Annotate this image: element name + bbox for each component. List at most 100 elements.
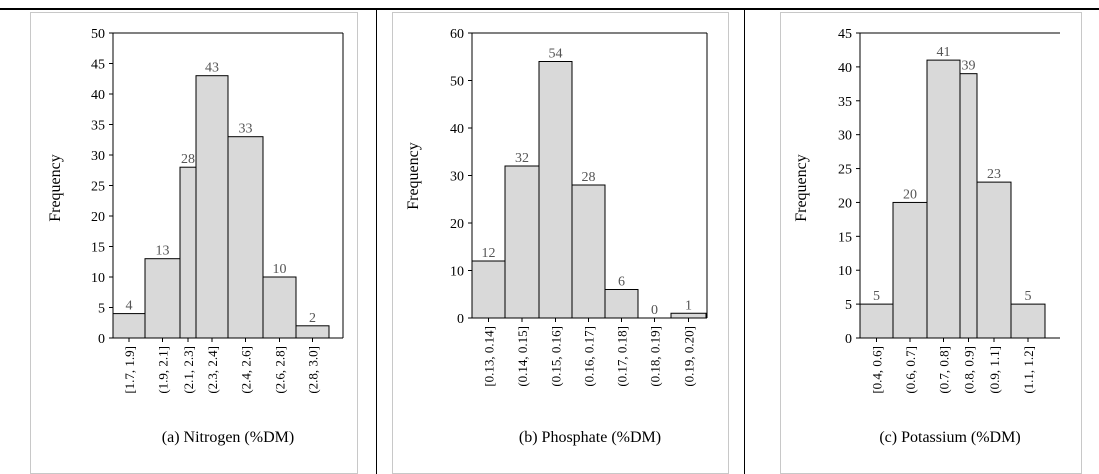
x-category-label: (0.7, 0.8] [937, 346, 952, 394]
y-tick-label: 30 [838, 129, 852, 144]
chart-caption: (a) Nitrogen (%DM) [162, 429, 294, 446]
histogram-bar [859, 303, 894, 339]
panel-divider-2 [744, 8, 745, 474]
y-tick-label: 30 [91, 149, 105, 164]
y-tick-label: 60 [450, 27, 464, 42]
bar-value-label: 10 [273, 262, 287, 277]
y-tick-label: 45 [91, 58, 105, 73]
y-tick-label: 20 [450, 217, 464, 232]
y-tick-label: 5 [845, 298, 852, 313]
bar-value-label: 43 [205, 61, 219, 76]
y-tick-label: 35 [838, 95, 852, 110]
y-tick-label: 40 [450, 122, 464, 137]
y-tick-label: 40 [91, 88, 105, 103]
bar-value-label: 5 [873, 289, 880, 304]
x-category-label: (0.17, 0.18] [615, 326, 630, 387]
y-tick-label: 0 [457, 312, 464, 327]
histogram-bar [538, 61, 573, 319]
histogram-bar [926, 59, 961, 339]
histogram-bar [112, 313, 146, 339]
bar-value-label: 39 [962, 59, 976, 74]
y-tick-label: 45 [838, 27, 852, 42]
bar-value-label: 6 [618, 275, 625, 290]
x-category-label: (2.1, 2.3] [181, 346, 196, 394]
bar-value-label: 41 [937, 45, 951, 60]
histogram-bar [295, 325, 330, 339]
x-category-label: [1.7, 1.9] [122, 346, 137, 394]
histogram-bar [504, 165, 540, 319]
histogram-bar [604, 289, 639, 319]
x-category-label: (1.1, 1.2] [1021, 346, 1036, 394]
bar-value-label: 28 [181, 152, 195, 167]
y-tick-label: 10 [91, 271, 105, 286]
histogram-bar [571, 184, 606, 319]
x-category-label: [0.4, 0.6] [870, 346, 885, 394]
bar-value-label: 0 [651, 303, 658, 318]
bar-value-label: 23 [987, 167, 1001, 182]
histogram-bar [195, 75, 229, 339]
x-category-label: (0.18, 0.19] [648, 326, 663, 387]
bar-value-label: 2 [309, 311, 316, 326]
y-axis-title: Frequency [793, 154, 810, 222]
y-tick-label: 15 [91, 241, 105, 256]
bar-value-label: 54 [549, 47, 563, 62]
chart-potassium: 0 5 10 15 20 25 30 35 40 45 5 [0.4, 0.6] 20 (0.6, 0.7… [793, 27, 1060, 446]
y-tick-label: 0 [98, 332, 105, 347]
y-tick-label: 25 [91, 180, 105, 195]
y-axis-title: Frequency [47, 154, 64, 222]
top-border-line [0, 8, 1099, 10]
bar-value-label: 13 [156, 244, 170, 259]
x-category-label: (0.9, 1.1] [987, 346, 1002, 394]
bar-value-label: 12 [482, 246, 496, 261]
bar-value-label: 28 [582, 170, 596, 185]
x-category-label: (0.8, 0.9] [962, 346, 977, 394]
panel-divider-1 [376, 8, 377, 474]
x-category-label: (1.9, 2.1] [156, 346, 171, 394]
y-tick-label: 0 [845, 332, 852, 347]
chart-caption: (c) Potassium (%DM) [879, 429, 1020, 446]
y-axis-title: Frequency [405, 142, 422, 210]
histogram-bar [976, 181, 1012, 339]
y-tick-label: 50 [91, 27, 105, 42]
x-category-label: (0.19, 0.20] [682, 326, 697, 387]
histogram-bar [1010, 303, 1046, 339]
histogram-bar [670, 312, 707, 319]
x-category-label: (2.6, 2.8] [273, 346, 288, 394]
histogram-bar [892, 201, 928, 339]
x-category-label: (0.6, 0.7] [903, 346, 918, 394]
y-tick-label: 5 [98, 302, 105, 317]
bar-value-label: 32 [515, 151, 529, 166]
chart-nitrogen: 0 5 10 15 20 25 30 35 40 45 50 4 [1.7, 1.9] 13 (1.9, 2… [47, 27, 344, 446]
y-tick-label: 20 [91, 210, 105, 225]
y-tick-label: 30 [450, 170, 464, 185]
y-tick-label: 10 [450, 265, 464, 280]
y-tick-label: 20 [838, 196, 852, 211]
bar-value-label: 4 [126, 299, 133, 314]
histogram-bar [262, 276, 297, 339]
x-category-label: (2.4, 2.6] [239, 346, 254, 394]
bar-value-label: 5 [1025, 289, 1032, 304]
y-tick-label: 15 [838, 230, 852, 245]
histogram-bar [959, 73, 978, 339]
y-tick-label: 10 [838, 264, 852, 279]
x-category-label: (0.14, 0.15] [515, 326, 530, 387]
chart-caption: (b) Phosphate (%DM) [519, 429, 661, 446]
bar-value-label: 20 [903, 187, 917, 202]
y-tick-label: 50 [450, 75, 464, 90]
y-tick-label: 35 [91, 119, 105, 134]
bar-value-label: 33 [239, 122, 253, 137]
x-category-label: (2.8, 3.0] [306, 346, 321, 394]
histogram-bar [179, 166, 197, 339]
x-category-label: [0.13, 0.14] [482, 326, 497, 387]
histogram-bar [144, 258, 181, 339]
y-tick-label: 25 [838, 163, 852, 178]
x-category-label: (0.16, 0.17] [582, 326, 597, 387]
bar-value-label: 1 [685, 298, 692, 313]
y-tick-label: 40 [838, 61, 852, 76]
x-category-label: (2.3, 2.4] [205, 346, 220, 394]
x-category-label: (0.15, 0.16] [549, 326, 564, 387]
histogram-bar [227, 136, 264, 339]
